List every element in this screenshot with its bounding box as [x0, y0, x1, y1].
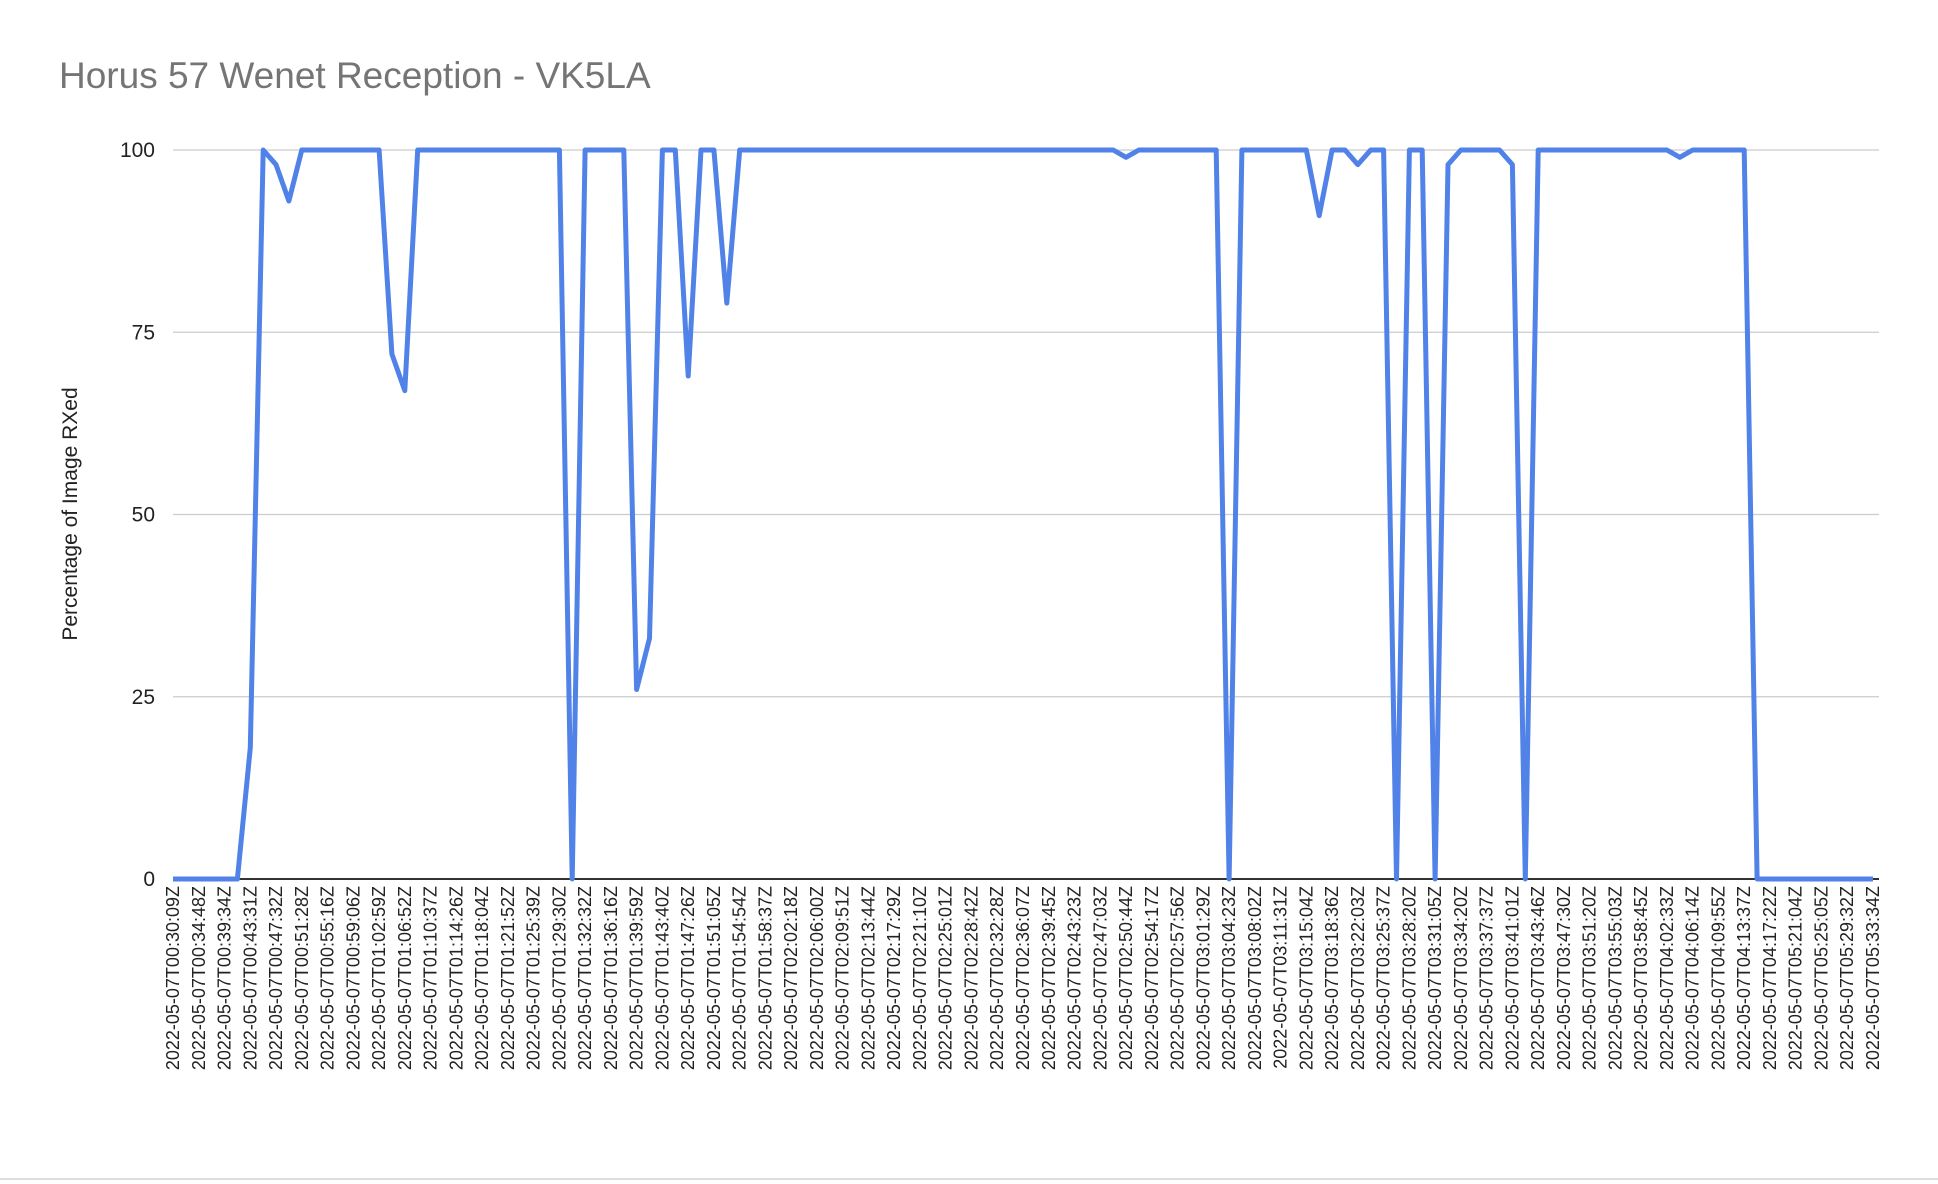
- x-tick-label: 2022-05-07T02:54:17Z: [1142, 886, 1162, 1070]
- x-tick-label: 2022-05-07T02:32:28Z: [987, 886, 1007, 1070]
- x-tick-label: 2022-05-07T00:59:06Z: [343, 886, 363, 1070]
- x-tick-label: 2022-05-07T01:43:40Z: [652, 886, 672, 1070]
- x-tick-label: 2022-05-07T03:41:01Z: [1502, 886, 1522, 1070]
- data-line: [173, 147, 1873, 882]
- x-tick-label: 2022-05-07T05:29:32Z: [1837, 886, 1857, 1070]
- x-tick-label: 2022-05-07T00:34:48Z: [189, 886, 209, 1070]
- y-tick-label: 0: [143, 868, 155, 891]
- x-tick-label: 2022-05-07T04:06:14Z: [1683, 886, 1703, 1070]
- x-tick-label: 2022-05-07T03:22:03Z: [1348, 886, 1368, 1070]
- x-tick-label: 2022-05-07T01:10:37Z: [421, 886, 441, 1070]
- x-tick-label: 2022-05-07T02:02:18Z: [781, 886, 801, 1070]
- x-tick-label: 2022-05-07T03:51:20Z: [1580, 886, 1600, 1070]
- x-tick-label: 2022-05-07T02:09:51Z: [833, 886, 853, 1070]
- x-tick-label: 2022-05-07T03:25:37Z: [1374, 886, 1394, 1070]
- x-tick-label: 2022-05-07T03:55:03Z: [1605, 886, 1625, 1070]
- x-tick-label: 2022-05-07T01:39:59Z: [627, 886, 647, 1070]
- x-tick-label: 2022-05-07T01:32:32Z: [575, 886, 595, 1070]
- y-tick-label: 25: [132, 686, 155, 709]
- x-tick-label: 2022-05-07T01:47:26Z: [678, 886, 698, 1070]
- x-tick-label: 2022-05-07T03:31:05Z: [1425, 886, 1445, 1070]
- x-tick-label: 2022-05-07T01:18:04Z: [472, 886, 492, 1070]
- x-tick-label: 2022-05-07T03:15:04Z: [1296, 886, 1316, 1070]
- x-tick-label: 2022-05-07T02:57:56Z: [1168, 886, 1188, 1070]
- y-tick-label: 75: [132, 321, 155, 344]
- x-tick-label: 2022-05-07T00:39:34Z: [215, 886, 235, 1070]
- x-tick-label: 2022-05-07T03:37:37Z: [1477, 886, 1497, 1070]
- x-tick-label: 2022-05-07T02:13:44Z: [858, 886, 878, 1070]
- y-tick-label: 100: [120, 139, 155, 162]
- x-tick-label: 2022-05-07T00:51:28Z: [292, 886, 312, 1070]
- x-tick-label: 2022-05-07T04:13:37Z: [1734, 886, 1754, 1070]
- x-tick-label: 2022-05-07T02:43:23Z: [1065, 886, 1085, 1070]
- x-tick-label: 2022-05-07T00:47:32Z: [266, 886, 286, 1070]
- x-tick-label: 2022-05-07T01:58:37Z: [755, 886, 775, 1070]
- x-tick-label: 2022-05-07T00:43:31Z: [240, 886, 260, 1070]
- x-tick-label: 2022-05-07T01:54:54Z: [730, 886, 750, 1070]
- x-tick-label: 2022-05-07T03:58:45Z: [1631, 886, 1651, 1070]
- x-tick-label: 2022-05-07T05:21:04Z: [1786, 886, 1806, 1070]
- x-tick-label: 2022-05-07T02:39:45Z: [1039, 886, 1059, 1070]
- x-tick-label: 2022-05-07T01:29:30Z: [549, 886, 569, 1070]
- x-tick-label: 2022-05-07T01:14:26Z: [446, 886, 466, 1070]
- y-tick-label: 50: [132, 504, 155, 527]
- x-tick-label: 2022-05-07T04:17:22Z: [1760, 886, 1780, 1070]
- x-tick-label: 2022-05-07T01:51:05Z: [704, 886, 724, 1070]
- x-tick-label: 2022-05-07T03:01:29Z: [1193, 886, 1213, 1070]
- x-tick-label: 2022-05-07T03:04:23Z: [1219, 886, 1239, 1070]
- x-tick-label: 2022-05-07T02:36:07Z: [1013, 886, 1033, 1070]
- x-tick-label: 2022-05-07T00:30:09Z: [163, 886, 183, 1070]
- x-tick-label: 2022-05-07T02:47:03Z: [1090, 886, 1110, 1070]
- x-tick-label: 2022-05-07T03:18:36Z: [1322, 886, 1342, 1070]
- x-tick-label: 2022-05-07T03:08:02Z: [1245, 886, 1265, 1070]
- x-tick-label: 2022-05-07T02:17:29Z: [884, 886, 904, 1070]
- x-tick-label: 2022-05-07T03:43:46Z: [1528, 886, 1548, 1070]
- x-tick-label: 2022-05-07T01:21:52Z: [498, 886, 518, 1070]
- x-tick-label: 2022-05-07T02:28:42Z: [961, 886, 981, 1070]
- x-tick-label: 2022-05-07T04:02:33Z: [1657, 886, 1677, 1070]
- x-tick-label: 2022-05-07T02:21:10Z: [910, 886, 930, 1070]
- x-tick-label: 2022-05-07T00:55:16Z: [318, 886, 338, 1070]
- x-tick-label: 2022-05-07T01:02:59Z: [369, 886, 389, 1070]
- x-tick-label: 2022-05-07T01:25:39Z: [524, 886, 544, 1070]
- x-tick-label: 2022-05-07T01:06:52Z: [395, 886, 415, 1070]
- chart-title: Horus 57 Wenet Reception - VK5LA: [59, 55, 651, 96]
- x-tick-label: 2022-05-07T03:47:30Z: [1554, 886, 1574, 1070]
- x-tick-label: 2022-05-07T01:36:16Z: [601, 886, 621, 1070]
- x-tick-label: 2022-05-07T02:25:01Z: [936, 886, 956, 1070]
- x-tick-label: 2022-05-07T05:25:05Z: [1811, 886, 1831, 1070]
- x-tick-label: 2022-05-07T03:34:20Z: [1451, 886, 1471, 1070]
- x-tick-label: 2022-05-07T03:28:20Z: [1399, 886, 1419, 1070]
- x-tick-label: 2022-05-07T02:50:44Z: [1116, 886, 1136, 1070]
- y-axis-label: Percentage of Image RXed: [59, 387, 82, 640]
- x-tick-label: 2022-05-07T03:11:31Z: [1271, 886, 1291, 1069]
- x-tick-label: 2022-05-07T05:33:34Z: [1863, 886, 1883, 1070]
- x-tick-label: 2022-05-07T02:06:00Z: [807, 886, 827, 1070]
- x-tick-label: 2022-05-07T04:09:55Z: [1708, 886, 1728, 1070]
